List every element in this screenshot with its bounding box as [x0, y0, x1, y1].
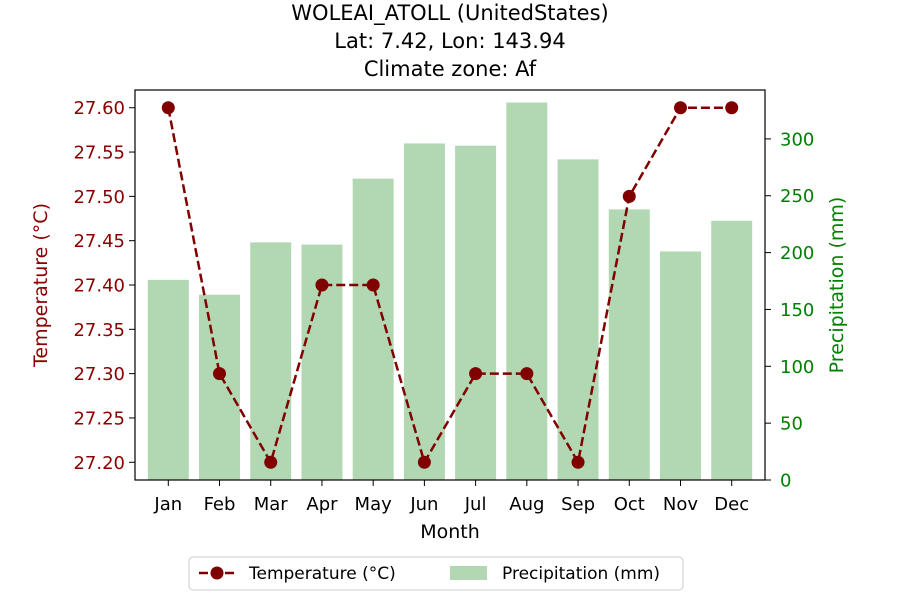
x-tick-label: Jan [153, 494, 182, 515]
temperature-point [366, 278, 380, 292]
x-tick-label: Mar [254, 494, 289, 515]
right-y-axis: 0 50 100 150 200 250 300 [765, 129, 814, 492]
legend-temperature-marker [210, 566, 224, 580]
left-tick-label: 27.50 [73, 187, 125, 208]
title-line: Climate zone: Af [364, 57, 537, 81]
precipitation-bar [352, 178, 394, 480]
temperature-point [161, 101, 175, 115]
temperature-point [417, 455, 431, 469]
temperature-point [469, 367, 483, 381]
x-tick-label: Jun [409, 494, 438, 515]
temperature-point [622, 189, 636, 203]
precipitation-bar [455, 145, 497, 480]
left-tick-label: 27.45 [73, 231, 125, 252]
precipitation-bar [660, 251, 701, 480]
right-tick-label: 0 [780, 471, 791, 492]
precipitation-bar [557, 159, 599, 481]
right-y-axis-label: Precipitation (mm) [826, 197, 848, 374]
precipitation-bar [711, 220, 753, 481]
left-tick-label: 27.60 [73, 98, 125, 119]
x-tick-label: Jul [464, 494, 487, 515]
left-tick-label: 27.35 [73, 320, 125, 341]
x-tick-label: Dec [714, 494, 749, 515]
left-tick-label: 27.40 [73, 276, 125, 297]
precipitation-bar [199, 294, 240, 480]
title-line: Lat: 7.42, Lon: 143.94 [334, 29, 565, 53]
title-line: WOLEAI_ATOLL (UnitedStates) [291, 1, 608, 26]
left-tick-label: 27.25 [73, 408, 125, 429]
precipitation-bar [608, 209, 650, 480]
left-y-axis: 27.20 27.25 27.30 27.35 27.40 27.45 27.50 27.55… [73, 98, 135, 474]
precipitation-bar [506, 102, 548, 480]
temperature-point [315, 278, 329, 292]
chart-title: WOLEAI_ATOLL (UnitedStates) Lat: 7.42, Lo… [291, 1, 608, 81]
legend-temperature-label: Temperature (°C) [248, 564, 396, 584]
right-tick-label: 50 [780, 414, 803, 435]
x-tick-label: Nov [663, 494, 698, 515]
precipitation-bar [147, 279, 189, 480]
temperature-point [725, 101, 739, 115]
temperature-point [213, 367, 227, 381]
left-tick-label: 27.20 [73, 453, 125, 474]
x-tick-label: Oct [614, 494, 645, 515]
left-y-axis-label: Temperature (°C) [30, 203, 52, 368]
left-tick-label: 27.55 [73, 143, 125, 164]
right-tick-label: 100 [780, 357, 814, 378]
legend-precipitation-label: Precipitation (mm) [502, 564, 660, 584]
legend-precipitation-swatch [450, 566, 487, 580]
temperature-point [571, 455, 585, 469]
x-axis: Jan Feb Mar Apr May Jun Jul Aug Sep Oct Nov Dec [153, 480, 749, 515]
right-tick-label: 150 [780, 300, 814, 321]
right-tick-label: 250 [780, 186, 814, 207]
precipitation-bar [403, 143, 445, 480]
temperature-line [161, 101, 739, 469]
x-tick-label: Aug [509, 494, 544, 515]
precipitation-bars [147, 102, 753, 481]
left-tick-label: 27.30 [73, 364, 125, 385]
temperature-point [673, 101, 687, 115]
legend: Temperature (°C) Precipitation (mm) [188, 556, 684, 591]
legend-box [188, 556, 684, 591]
right-tick-label: 300 [780, 129, 814, 150]
x-tick-label: May [355, 494, 393, 515]
x-tick-label: Sep [561, 494, 595, 515]
right-tick-label: 200 [780, 243, 814, 264]
temperature-line-path [167, 106, 732, 466]
x-axis-label: Month [420, 521, 480, 543]
x-tick-label: Feb [204, 494, 236, 515]
temperature-point [520, 367, 534, 381]
precipitation-bar [250, 242, 292, 480]
temperature-point [264, 455, 278, 469]
x-tick-label: Apr [306, 494, 338, 515]
